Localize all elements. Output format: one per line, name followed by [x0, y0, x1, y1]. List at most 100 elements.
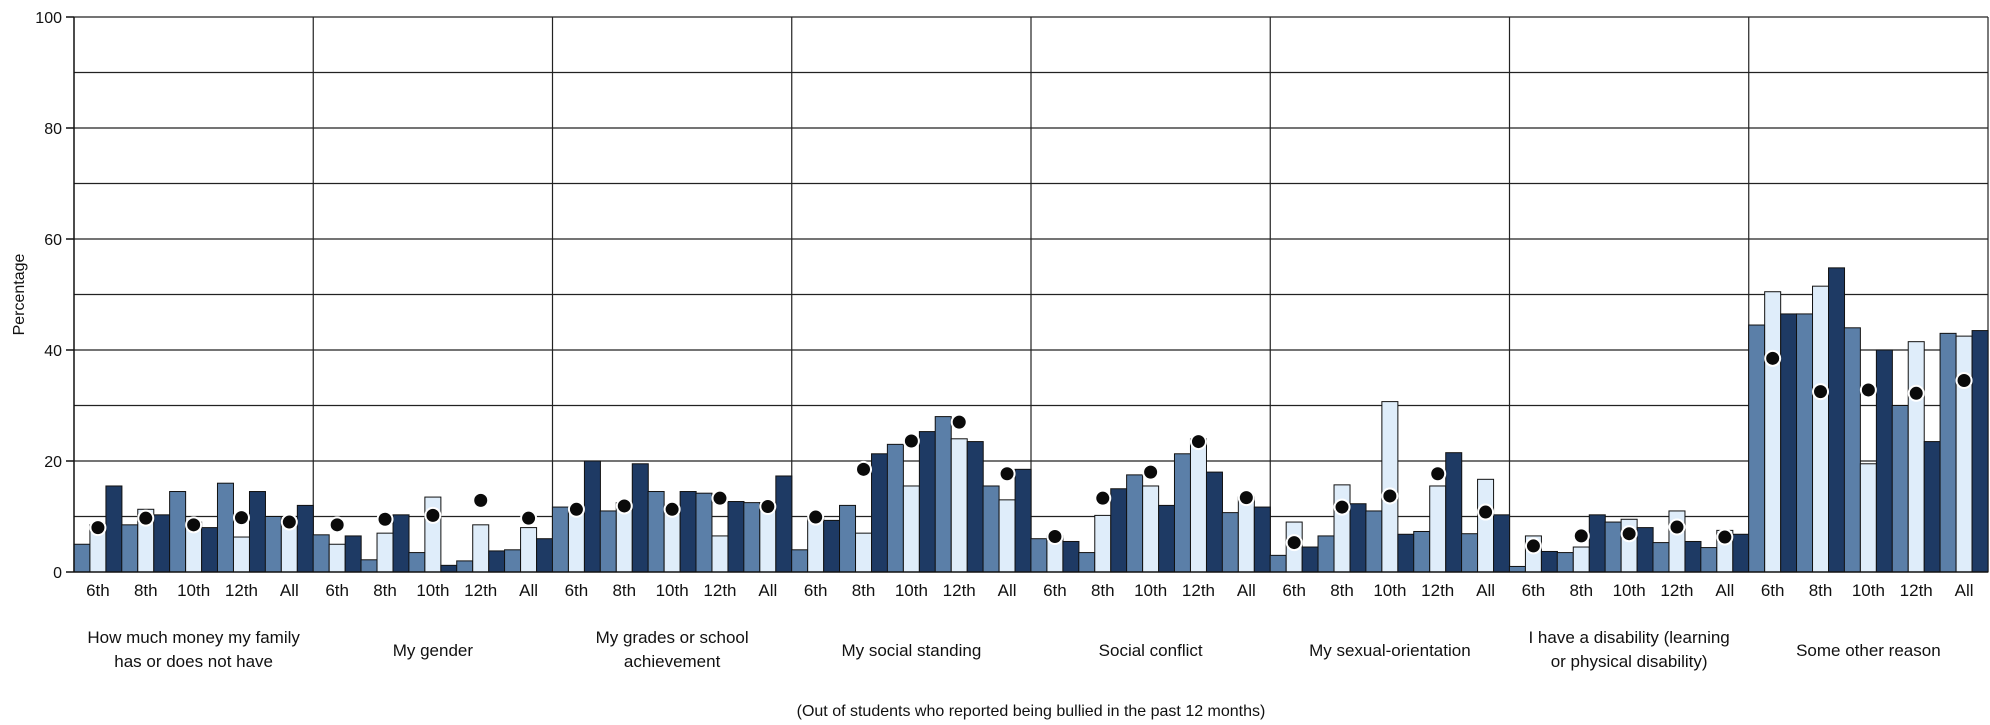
- bar: [1859, 463, 1877, 573]
- bar: [1365, 510, 1383, 573]
- bar: [264, 516, 282, 573]
- bar: [1349, 503, 1367, 573]
- x-tick-label: All: [519, 581, 538, 600]
- bar: [1014, 468, 1032, 573]
- marker-point: [472, 491, 490, 509]
- bar: [871, 453, 889, 573]
- bar: [727, 501, 745, 573]
- bar: [1078, 552, 1096, 573]
- group-label: I have a disability (learning or physical…: [1528, 628, 1729, 671]
- x-tick-label: 12th: [1182, 581, 1215, 600]
- bar: [153, 514, 171, 573]
- marker-point: [1333, 498, 1351, 516]
- bar: [440, 564, 458, 573]
- bar: [791, 549, 809, 573]
- x-tick-label: 10th: [1613, 581, 1646, 600]
- x-tick-label: 8th: [852, 581, 876, 600]
- marker-point: [1477, 503, 1495, 521]
- marker-point: [759, 498, 777, 516]
- x-tick-label: 8th: [612, 581, 636, 600]
- group-label: Social conflict: [1099, 641, 1203, 660]
- bar: [408, 552, 426, 573]
- bar: [376, 532, 394, 573]
- bar: [1764, 291, 1782, 573]
- bar: [902, 485, 920, 573]
- bar: [1971, 330, 1989, 573]
- x-tick-label: 10th: [1134, 581, 1167, 600]
- bar: [1333, 484, 1351, 573]
- x-tick-label: 10th: [1852, 581, 1885, 600]
- bar: [966, 441, 984, 573]
- group-label-line: achievement: [624, 652, 721, 671]
- x-tick-label: 6th: [1043, 581, 1067, 600]
- bar: [1955, 335, 1973, 573]
- bar: [551, 506, 569, 573]
- bar: [1189, 438, 1207, 573]
- x-tick-label: 12th: [1900, 581, 1933, 600]
- y-tick-label: 100: [35, 10, 62, 27]
- marker-point: [89, 519, 107, 537]
- x-tick-label: 12th: [943, 581, 976, 600]
- bar: [1301, 546, 1319, 573]
- marker-point: [1237, 489, 1255, 507]
- bar: [1445, 452, 1463, 573]
- bar: [1477, 478, 1495, 573]
- marker-point: [1524, 537, 1542, 555]
- bar: [1875, 349, 1893, 573]
- bar: [1843, 327, 1861, 573]
- bar: [248, 491, 266, 573]
- markers: [89, 349, 1973, 555]
- bar: [1205, 471, 1223, 573]
- marker-point: [950, 413, 968, 431]
- bar: [679, 491, 697, 573]
- bar: [536, 538, 554, 573]
- x-tick-label: 10th: [1373, 581, 1406, 600]
- bar: [360, 559, 378, 573]
- marker-point: [376, 510, 394, 528]
- bar: [1429, 485, 1447, 573]
- bar: [631, 463, 649, 573]
- x-tick-label: 6th: [1522, 581, 1546, 600]
- x-tick-label: 8th: [134, 581, 158, 600]
- bar: [839, 504, 857, 573]
- marker-point: [232, 509, 250, 527]
- group-label-line: has or does not have: [114, 652, 273, 671]
- x-tick-label: 6th: [565, 581, 589, 600]
- bar: [1700, 547, 1718, 573]
- bar: [1684, 540, 1702, 573]
- bar: [1413, 530, 1431, 573]
- x-tick-label: 8th: [1091, 581, 1115, 600]
- marker-point: [1142, 463, 1160, 481]
- bar: [504, 549, 522, 573]
- marker-point: [1716, 528, 1734, 546]
- group-label: My sexual-orientation: [1309, 641, 1471, 660]
- marker-point: [424, 506, 442, 524]
- marker-point: [902, 432, 920, 450]
- bar: [121, 524, 139, 573]
- marker-point: [1285, 534, 1303, 552]
- bar: [296, 504, 314, 573]
- marker-point: [663, 500, 681, 518]
- bar: [1828, 267, 1846, 573]
- bar: [1381, 401, 1399, 573]
- x-tick-label: 12th: [1660, 581, 1693, 600]
- group-label-line: I have a disability (learning: [1528, 628, 1729, 647]
- y-tick-label: 40: [44, 343, 62, 360]
- y-axis-label: Percentage: [11, 253, 28, 335]
- x-tick-label: All: [1237, 581, 1256, 600]
- marker-point: [1429, 465, 1447, 483]
- bar: [950, 438, 968, 573]
- x-tick-label: All: [1955, 581, 1974, 600]
- x-tick-label: All: [1476, 581, 1495, 600]
- marker-point: [711, 489, 729, 507]
- bar: [1812, 285, 1830, 573]
- group-label-line: Some other reason: [1796, 641, 1941, 660]
- x-tick-label: 8th: [1569, 581, 1593, 600]
- x-tick-label: 8th: [1330, 581, 1354, 600]
- marker-point: [1189, 433, 1207, 451]
- x-tick-label: All: [1715, 581, 1734, 600]
- group-label-line: My grades or school: [596, 628, 749, 647]
- marker-point: [1094, 489, 1112, 507]
- x-tick-label: 12th: [1421, 581, 1454, 600]
- y-tick-label: 80: [44, 121, 62, 138]
